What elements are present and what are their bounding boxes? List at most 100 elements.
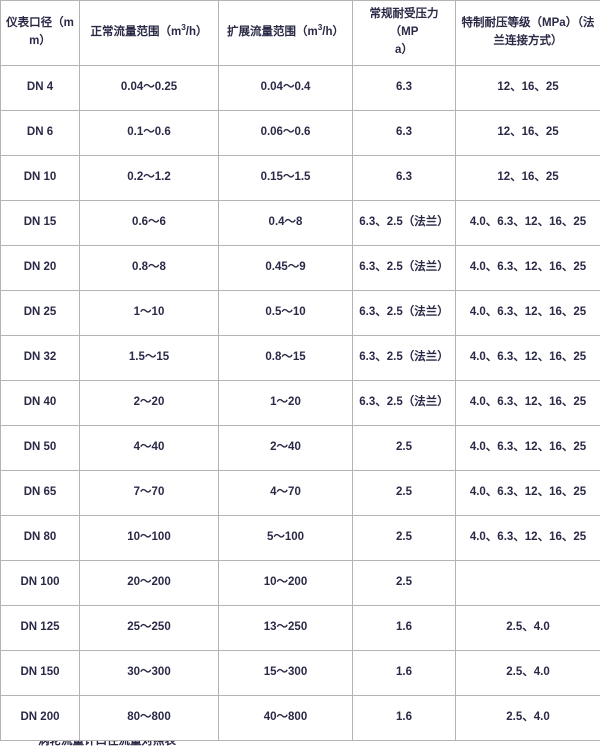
column-header-normal-pressure-line2: a） [395,44,413,56]
cell-normal_flow: 20～200 [80,561,219,606]
cell-normal_flow: 0.2～1.2 [80,156,219,201]
cell-diameter: DN 65 [1,471,80,516]
cell-normal_pressure: 6.3、2.5（法兰） [353,246,456,291]
cell-normal_flow: 0.04～0.25 [80,66,219,111]
cell-extended_flow: 0.45～9 [219,246,353,291]
cell-normal_flow: 1～10 [80,291,219,336]
cell-diameter: DN 40 [1,381,80,426]
cell-normal_pressure: 6.3 [353,156,456,201]
cell-normal_flow: 10～100 [80,516,219,561]
cell-normal_pressure: 6.3、2.5（法兰） [353,381,456,426]
cell-extended_flow: 5～100 [219,516,353,561]
column-header-extended-flow: 扩展流量范围（m3/h） [219,1,353,66]
cell-special_pressure: 4.0、6.3、12、16、25 [456,246,600,291]
column-header-diameter: 仪表口径（m m） [1,1,80,66]
cell-normal_pressure: 1.6 [353,696,456,741]
table-header: 仪表口径（m m） 正常流量范围（m3/h） 扩展流量范围（m3/h） 常规耐受… [1,1,600,66]
cell-extended_flow: 40～800 [219,696,353,741]
column-header-normal-pressure-line1: 常规耐受压力（MP [370,8,439,38]
cell-diameter: DN 32 [1,336,80,381]
column-header-normal-flow: 正常流量范围（m3/h） [80,1,219,66]
column-header-special-pressure-line1: 特制耐压等级（MPa）（法 [462,17,595,29]
cell-normal_pressure: 6.3、2.5（法兰） [353,291,456,336]
cell-diameter: DN 15 [1,201,80,246]
cell-normal_flow: 2～20 [80,381,219,426]
cell-diameter: DN 10 [1,156,80,201]
cell-extended_flow: 13～250 [219,606,353,651]
cell-diameter: DN 6 [1,111,80,156]
cell-diameter: DN 4 [1,66,80,111]
column-header-diameter-line2: m） [29,35,51,47]
cell-diameter: DN 125 [1,606,80,651]
cell-special_pressure: 2.5、4.0 [456,696,600,741]
cell-extended_flow: 0.06～0.6 [219,111,353,156]
cell-special_pressure: 4.0、6.3、12、16、25 [456,336,600,381]
cell-extended_flow: 10～200 [219,561,353,606]
cell-normal_flow: 0.6～6 [80,201,219,246]
cell-normal_pressure: 2.5 [353,561,456,606]
column-header-extended-flow-pre: 扩展流量范围（m [227,26,318,38]
cell-normal_flow: 1.5～15 [80,336,219,381]
column-header-diameter-line1: 仪表口径（m [6,17,74,29]
cell-special_pressure: 4.0、6.3、12、16、25 [456,381,600,426]
cell-extended_flow: 0.15～1.5 [219,156,353,201]
cell-special_pressure: 4.0、6.3、12、16、25 [456,291,600,336]
cell-normal_flow: 7～70 [80,471,219,516]
cell-special_pressure: 12、16、25 [456,156,600,201]
cell-extended_flow: 0.5～10 [219,291,353,336]
cell-extended_flow: 0.4～8 [219,201,353,246]
cell-special_pressure [456,561,600,606]
column-header-normal-flow-pre: 正常流量范围（m [90,26,181,38]
cell-normal_pressure: 6.3 [353,66,456,111]
cell-diameter: DN 200 [1,696,80,741]
cell-special_pressure: 4.0、6.3、12、16、25 [456,471,600,516]
column-header-special-pressure-line2: 兰连接方式） [494,35,563,47]
cell-normal_pressure: 6.3、2.5（法兰） [353,201,456,246]
cell-extended_flow: 1～20 [219,381,353,426]
cell-normal_flow: 30～300 [80,651,219,696]
cell-normal_pressure: 1.6 [353,651,456,696]
column-header-normal-flow-post: /h） [186,26,208,38]
cell-extended_flow: 0.04～0.4 [219,66,353,111]
cell-extended_flow: 0.8～15 [219,336,353,381]
table-header-row: 仪表口径（m m） 正常流量范围（m3/h） 扩展流量范围（m3/h） 常规耐受… [1,1,600,66]
cell-extended_flow: 15～300 [219,651,353,696]
cell-normal_flow: 80～800 [80,696,219,741]
table-caption-strip: 涡轮流量计口径流量对照表 [0,741,600,747]
table-caption: 涡轮流量计口径流量对照表 [38,741,176,747]
cell-normal_flow: 25～250 [80,606,219,651]
cell-extended_flow: 2～40 [219,426,353,471]
cell-special_pressure: 12、16、25 [456,111,600,156]
cell-extended_flow: 4～70 [219,471,353,516]
cell-special_pressure: 2.5、4.0 [456,651,600,696]
column-header-extended-flow-post: /h） [322,26,344,38]
cell-special_pressure: 4.0、6.3、12、16、25 [456,426,600,471]
cell-special_pressure: 2.5、4.0 [456,606,600,651]
cell-diameter: DN 25 [1,291,80,336]
cell-diameter: DN 20 [1,246,80,291]
cell-normal_pressure: 6.3、2.5（法兰） [353,336,456,381]
cell-normal_flow: 4～40 [80,426,219,471]
cell-normal_flow: 0.8～8 [80,246,219,291]
cell-normal_pressure: 2.5 [353,426,456,471]
cell-diameter: DN 50 [1,426,80,471]
cell-normal_flow: 0.1～0.6 [80,111,219,156]
cell-normal_pressure: 1.6 [353,606,456,651]
cell-diameter: DN 150 [1,651,80,696]
column-header-special-pressure: 特制耐压等级（MPa）（法 兰连接方式） [456,1,600,66]
